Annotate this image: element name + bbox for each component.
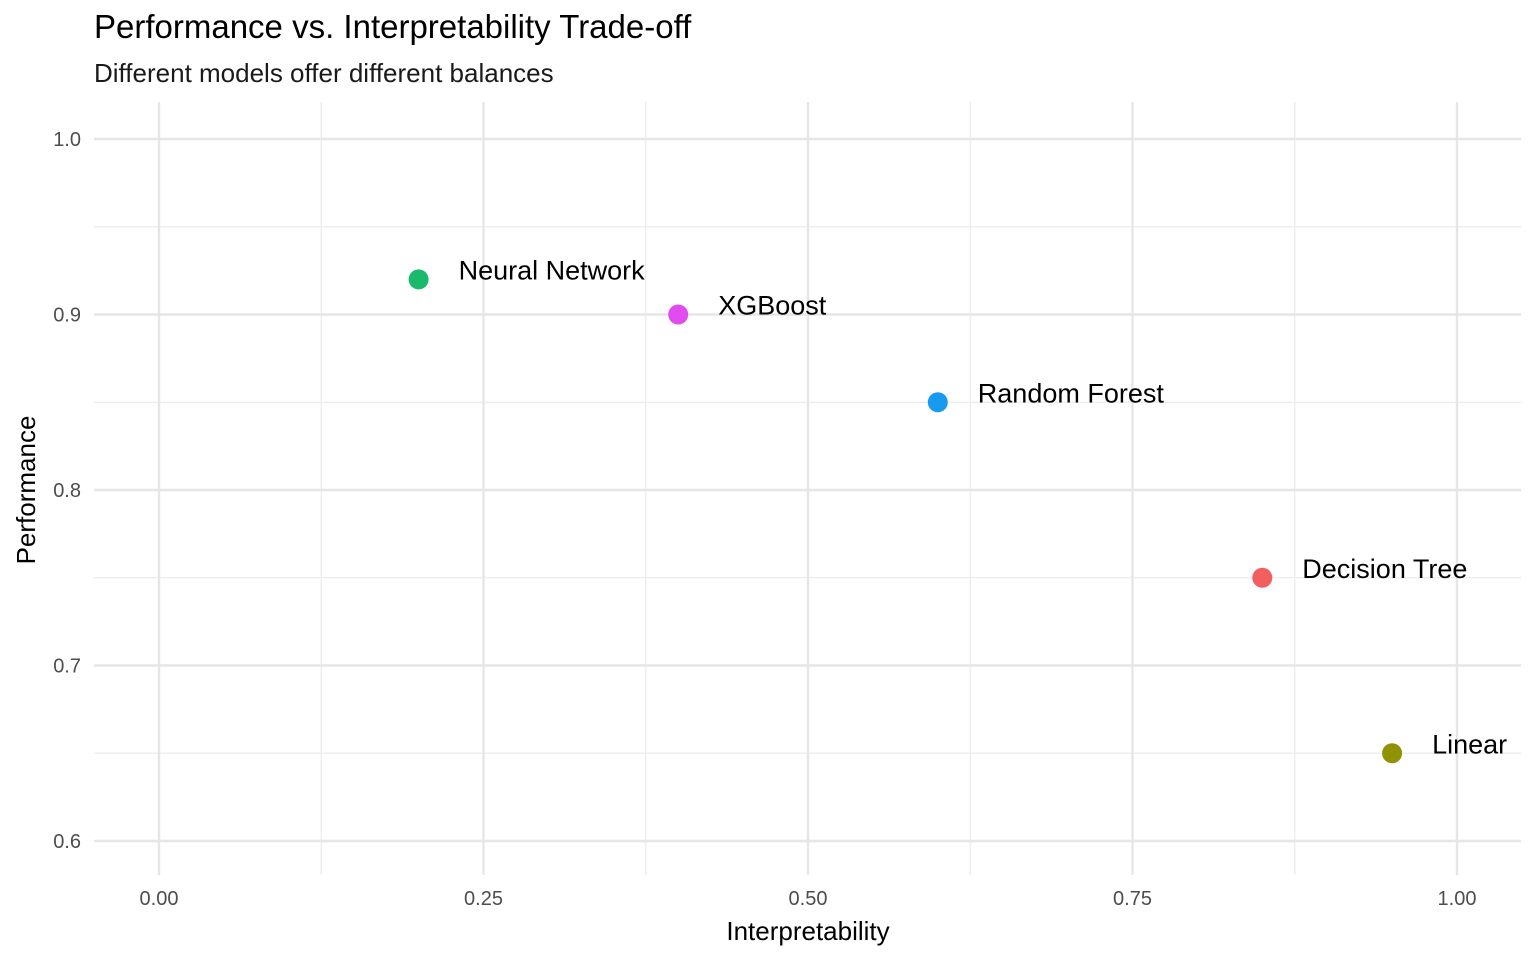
data-point [408,269,429,290]
x-tick-label: 1.00 [1438,888,1477,910]
point-labels: Neural Network XGBoost Random Forest Decisi… [459,255,1508,759]
point-label: Neural Network [459,255,646,285]
y-tick-label: 0.9 [53,305,81,327]
y-tick-label: 1.0 [53,129,81,151]
point-label: Random Forest [978,378,1165,408]
x-tick-labels: 0.00 0.25 0.50 0.75 1.00 [140,888,1477,910]
data-point [927,392,948,413]
y-tick-label: 0.6 [53,831,81,853]
y-tick-label: 0.7 [53,656,81,678]
y-tick-label: 0.8 [53,480,81,502]
x-tick-label: 0.00 [140,888,179,910]
chart-title: Performance vs. Interpretability Trade-o… [94,8,692,45]
data-point [1382,743,1403,764]
point-label: Decision Tree [1302,554,1467,584]
grid-major [94,102,1521,875]
y-tick-labels: 0.6 0.7 0.8 0.9 1.0 [53,129,81,853]
data-points [408,269,1403,764]
point-label: XGBoost [718,291,827,321]
data-point [668,304,689,325]
x-tick-label: 0.50 [789,888,828,910]
y-axis-title: Performance [11,416,41,565]
x-axis-title: Interpretability [726,916,889,946]
data-point [1252,567,1273,588]
point-label: Linear [1432,729,1507,759]
x-tick-label: 0.75 [1113,888,1152,910]
x-tick-label: 0.25 [464,888,503,910]
chart-subtitle: Different models offer different balance… [94,58,554,88]
